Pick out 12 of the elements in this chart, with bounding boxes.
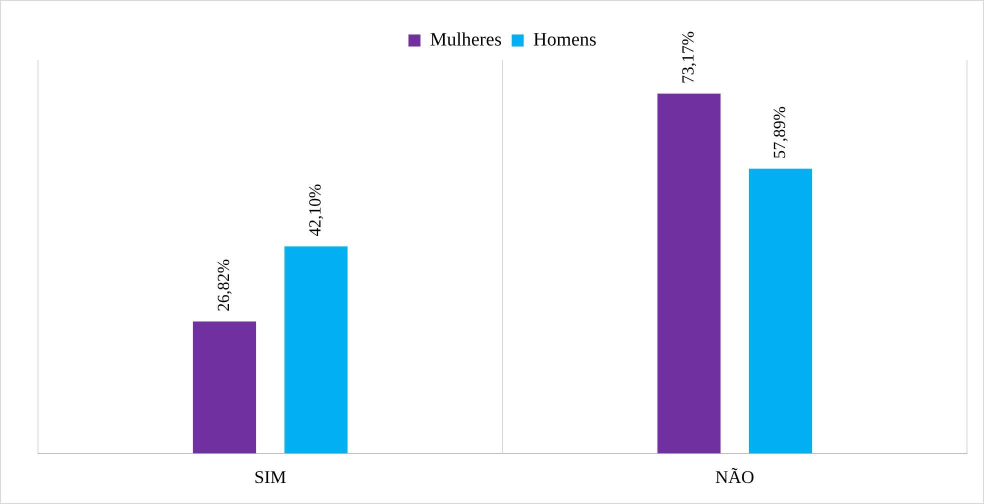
- bar: [748, 168, 812, 454]
- data-label: 73,17%: [678, 31, 698, 84]
- data-label: 42,10%: [305, 184, 324, 236]
- data-label: 57,89%: [770, 106, 789, 159]
- x-tick-label: SIM: [254, 466, 286, 487]
- x-tick-label: NÃO: [715, 466, 754, 487]
- bar: [192, 322, 256, 454]
- legend-label: Mulheres: [430, 29, 502, 50]
- data-label: 26,82%: [214, 259, 233, 312]
- bar: [657, 94, 721, 454]
- bar: [284, 246, 348, 454]
- legend-label: Homens: [533, 29, 597, 50]
